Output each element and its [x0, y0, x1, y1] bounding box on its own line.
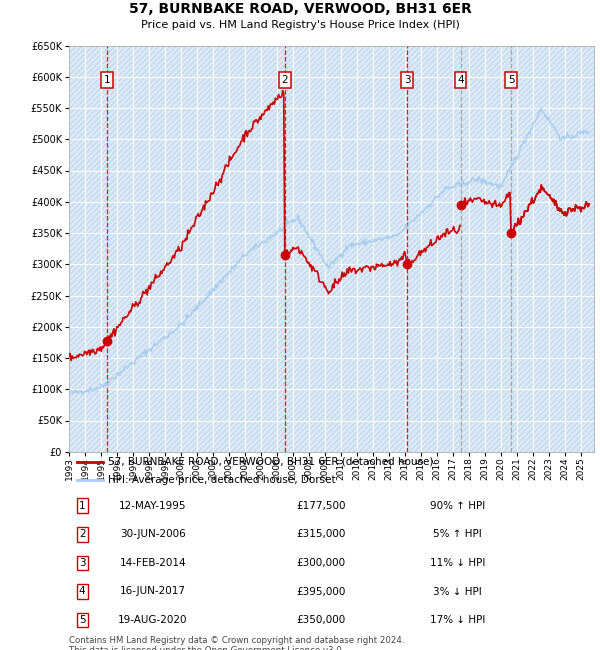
- Text: 5: 5: [508, 75, 515, 85]
- Text: 3: 3: [79, 558, 85, 568]
- Text: Contains HM Land Registry data © Crown copyright and database right 2024.
This d: Contains HM Land Registry data © Crown c…: [69, 636, 404, 650]
- Text: 5% ↑ HPI: 5% ↑ HPI: [433, 529, 482, 539]
- Text: 3: 3: [404, 75, 410, 85]
- Text: 17% ↓ HPI: 17% ↓ HPI: [430, 615, 485, 625]
- Text: 4: 4: [457, 75, 464, 85]
- Text: 11% ↓ HPI: 11% ↓ HPI: [430, 558, 485, 568]
- Text: 1: 1: [103, 75, 110, 85]
- Text: 57, BURNBAKE ROAD, VERWOOD, BH31 6ER: 57, BURNBAKE ROAD, VERWOOD, BH31 6ER: [128, 2, 472, 16]
- Text: £300,000: £300,000: [296, 558, 346, 568]
- Text: £315,000: £315,000: [296, 529, 346, 539]
- Text: 90% ↑ HPI: 90% ↑ HPI: [430, 500, 485, 511]
- Text: 14-FEB-2014: 14-FEB-2014: [119, 558, 187, 568]
- Text: 57, BURNBAKE ROAD, VERWOOD, BH31 6ER (detached house): 57, BURNBAKE ROAD, VERWOOD, BH31 6ER (de…: [109, 457, 434, 467]
- Text: 2: 2: [79, 529, 85, 539]
- Text: 12-MAY-1995: 12-MAY-1995: [119, 500, 187, 511]
- Text: 30-JUN-2006: 30-JUN-2006: [120, 529, 186, 539]
- Text: Price paid vs. HM Land Registry's House Price Index (HPI): Price paid vs. HM Land Registry's House …: [140, 20, 460, 29]
- Text: £177,500: £177,500: [296, 500, 346, 511]
- Text: HPI: Average price, detached house, Dorset: HPI: Average price, detached house, Dors…: [109, 475, 336, 485]
- Text: 16-JUN-2017: 16-JUN-2017: [120, 586, 186, 597]
- Text: 5: 5: [79, 615, 85, 625]
- Text: £350,000: £350,000: [296, 615, 346, 625]
- Text: 19-AUG-2020: 19-AUG-2020: [118, 615, 188, 625]
- Text: 1: 1: [79, 500, 85, 511]
- Text: £395,000: £395,000: [296, 586, 346, 597]
- Text: 2: 2: [281, 75, 288, 85]
- Text: 3% ↓ HPI: 3% ↓ HPI: [433, 586, 482, 597]
- Text: 4: 4: [79, 586, 85, 597]
